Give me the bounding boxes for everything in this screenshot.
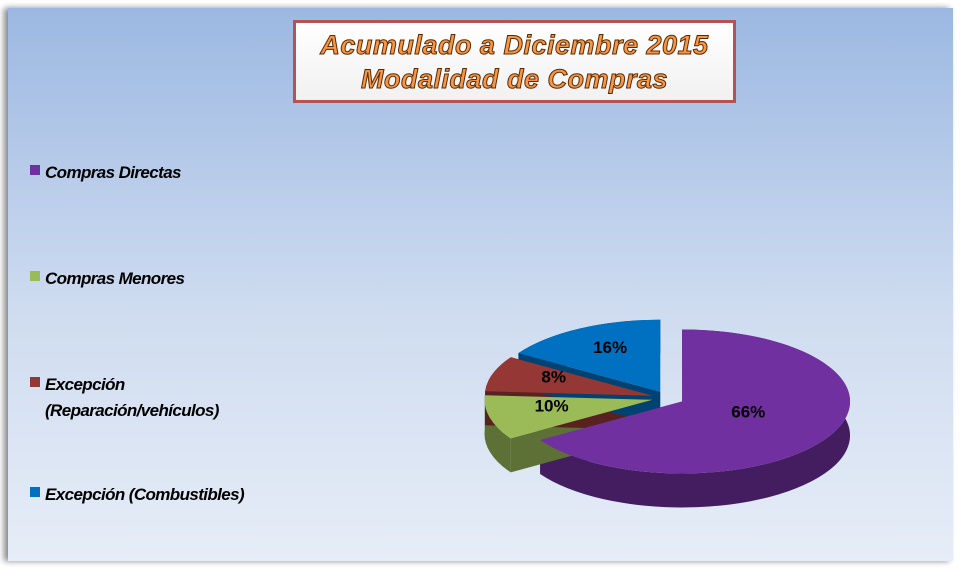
slice: [540, 329, 851, 474]
legend-label: Excepción (Reparación/vehículos): [45, 375, 219, 420]
legend-item: Excepción (Reparación/vehículos): [30, 372, 265, 424]
legend-label: Compras Menores: [45, 269, 185, 288]
legend-swatch: [30, 377, 40, 387]
legend-item: Compras Menores: [30, 266, 265, 292]
legend-swatch: [30, 487, 40, 497]
legend-swatch: [30, 165, 40, 175]
title-box: Acumulado a Diciembre 2015 Modalidad de …: [293, 20, 736, 103]
legend-label: Compras Directas: [45, 163, 182, 182]
chart-title: Modalidad de Compras: [360, 63, 669, 94]
legend-swatch: [30, 271, 40, 281]
slice-side: [484, 395, 511, 473]
legend-label: Excepción (Combustibles): [45, 485, 245, 504]
slice: [484, 395, 653, 439]
slice: [518, 319, 661, 392]
chart-title: Acumulado a Diciembre 2015: [320, 29, 709, 60]
legend-item: Excepción (Combustibles): [30, 482, 265, 508]
data-label: 10%: [535, 396, 569, 415]
data-label: 8%: [541, 367, 566, 386]
legend-item: Compras Directas: [30, 160, 265, 186]
slice: [485, 357, 653, 396]
data-label: 16%: [593, 338, 627, 357]
data-label: 66%: [731, 403, 765, 422]
